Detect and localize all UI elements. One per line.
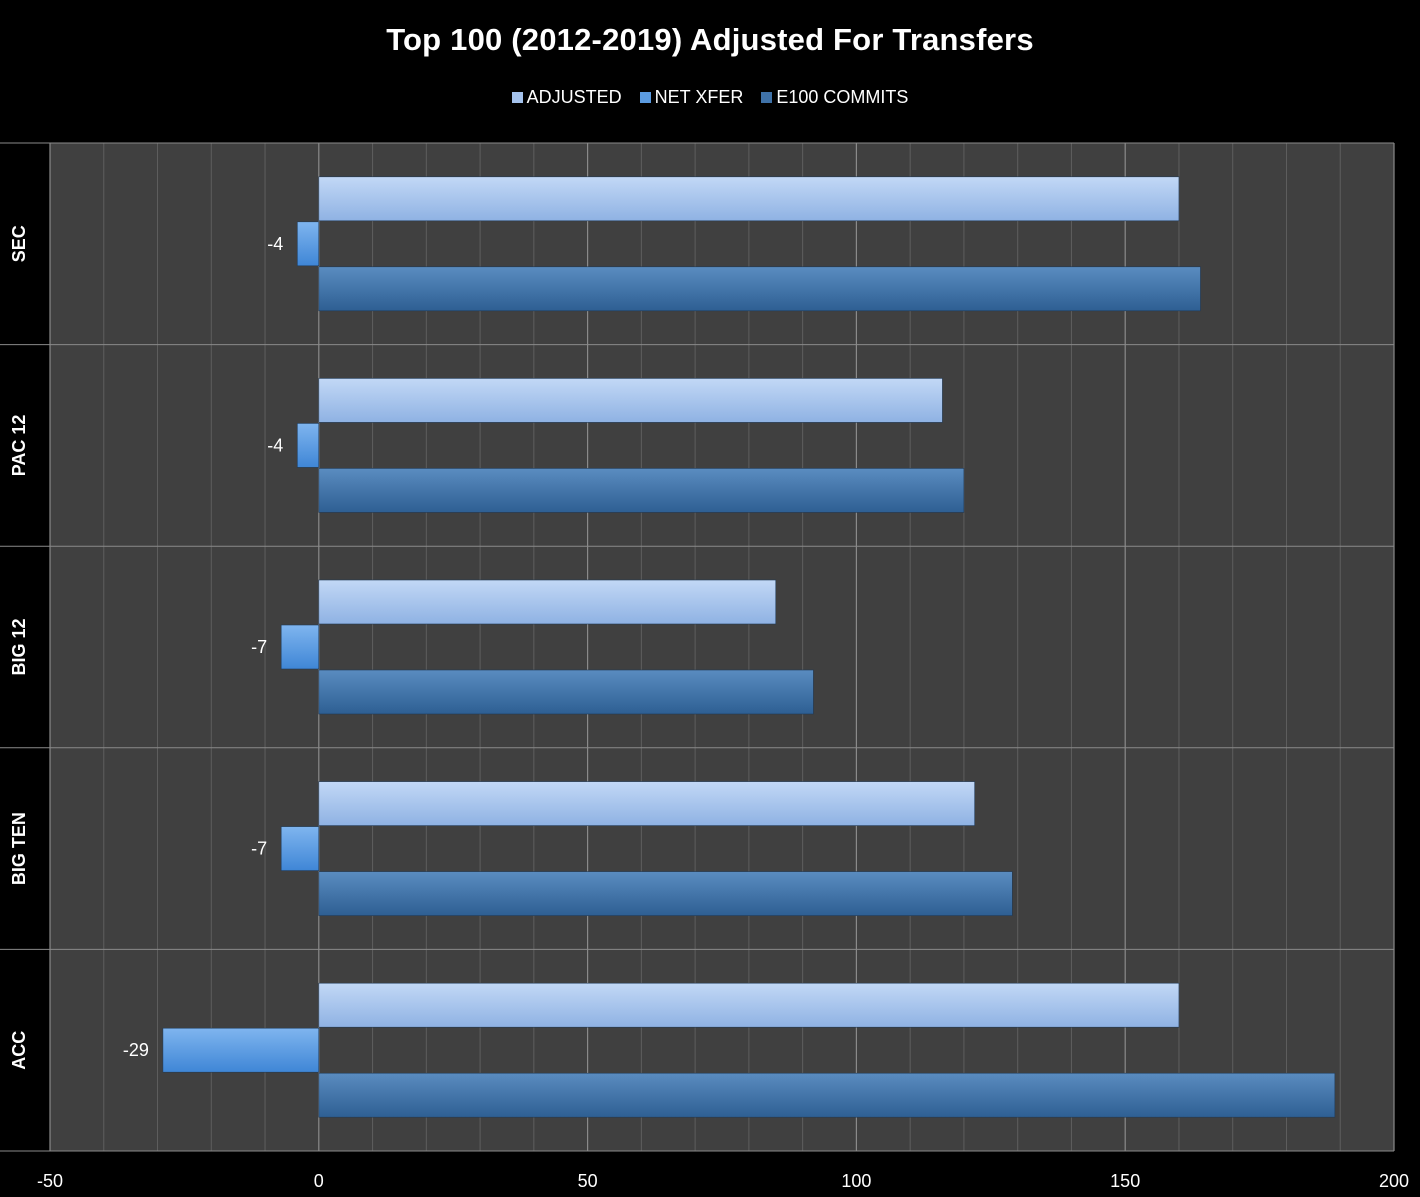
bar-adjusted [318, 176, 1180, 222]
category-label: BIG TEN [9, 812, 29, 885]
data-label-net-xfer: -29 [123, 1040, 149, 1060]
category-label: ACC [9, 1031, 29, 1070]
data-label-net-xfer: -4 [267, 435, 283, 455]
bar-net-xfer [280, 826, 320, 871]
legend: ADJUSTED NET XFER E100 COMMITS [0, 87, 1420, 108]
chart-title: Top 100 (2012-2019) Adjusted For Transfe… [386, 22, 1034, 57]
x-tick-label: 50 [578, 1171, 598, 1191]
legend-item-e100-commits: E100 COMMITS [761, 87, 908, 108]
bar-e100-commits [318, 871, 1013, 916]
legend-swatch-e100-commits [761, 92, 773, 103]
bar-net-xfer [296, 221, 320, 267]
legend-swatch-net-xfer [639, 92, 651, 103]
x-tick-label: 200 [1379, 1171, 1409, 1191]
bar-net-xfer [162, 1027, 320, 1073]
bar-e100-commits [318, 1072, 1336, 1118]
data-label-net-xfer: -4 [267, 234, 283, 254]
legend-item-adjusted: ADJUSTED [511, 87, 622, 108]
bar-adjusted [318, 378, 943, 423]
x-tick-label: 150 [1110, 1171, 1140, 1191]
legend-label-adjusted: ADJUSTED [526, 87, 622, 107]
legend-label-e100-commits: E100 COMMITS [776, 87, 909, 107]
data-label-net-xfer: -7 [251, 637, 267, 657]
category-label: PAC 12 [9, 415, 29, 477]
legend-label-net-xfer: NET XFER [654, 87, 744, 107]
bar-net-xfer [280, 624, 320, 670]
legend-item-net-xfer: NET XFER [639, 87, 744, 108]
legend-swatch-adjusted [511, 92, 523, 103]
bar-e100-commits [318, 669, 814, 715]
x-tick-label: -50 [37, 1171, 63, 1191]
category-label: BIG 12 [9, 618, 29, 675]
bar-e100-commits [318, 266, 1201, 312]
bar-net-xfer [296, 423, 320, 468]
data-label-net-xfer: -7 [251, 839, 267, 859]
category-label: SEC [9, 225, 29, 262]
bar-adjusted [318, 781, 975, 826]
bar-adjusted [318, 579, 777, 625]
x-tick-label: 0 [314, 1171, 324, 1191]
bar-e100-commits [318, 468, 965, 513]
bar-adjusted [318, 982, 1180, 1028]
x-tick-label: 100 [841, 1171, 871, 1191]
